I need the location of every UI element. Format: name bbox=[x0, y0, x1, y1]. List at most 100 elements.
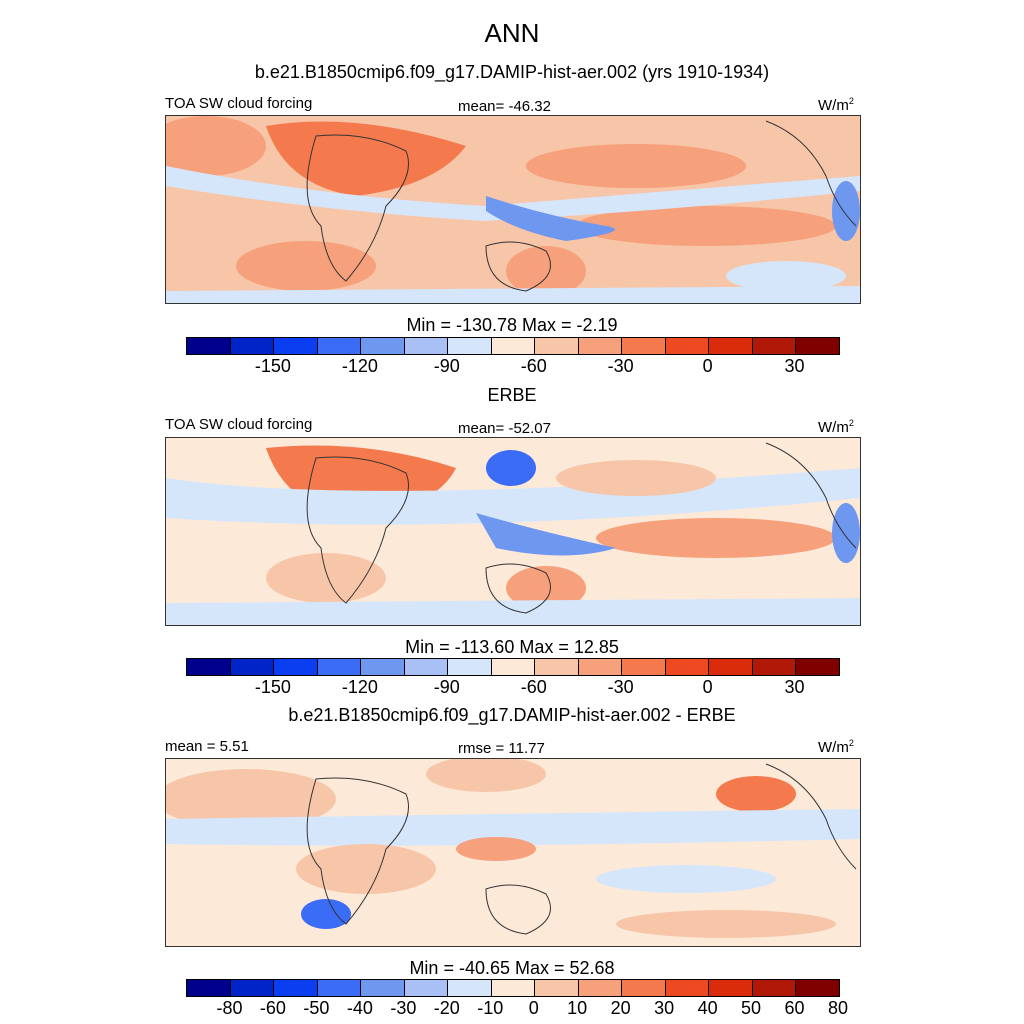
panel2-map bbox=[165, 437, 861, 626]
colorbar-tick-label: -150 bbox=[254, 356, 291, 376]
figure-title: ANN bbox=[484, 18, 540, 48]
colorbar-cell bbox=[491, 659, 536, 675]
colorbar-tick-label: 0 bbox=[528, 998, 539, 1018]
colorbar-cell bbox=[796, 659, 839, 675]
colorbar-tick-label: 0 bbox=[702, 356, 713, 376]
colorbar-cell bbox=[796, 338, 839, 354]
colorbar-cell bbox=[274, 338, 318, 354]
colorbar-cell bbox=[622, 338, 666, 354]
colorbar-cell bbox=[187, 980, 231, 996]
colorbar-tick-label: -30 bbox=[390, 998, 417, 1018]
colorbar-tick-label: 30 bbox=[654, 998, 675, 1018]
panel2-colorbar-ticks: -150 -120 -90 -60 -30 0 30 bbox=[0, 677, 1024, 699]
colorbar-tick-label: 80 bbox=[827, 998, 849, 1018]
colorbar-cell bbox=[187, 659, 231, 675]
colorbar-cell bbox=[317, 659, 362, 675]
panel1-left-label: TOA SW cloud forcing bbox=[165, 95, 313, 112]
panel3-map-field bbox=[166, 759, 860, 946]
colorbar-tick-label: -30 bbox=[607, 677, 634, 697]
panel1-colorbar bbox=[186, 337, 840, 355]
panel2-map-field bbox=[166, 438, 860, 625]
colorbar-cell bbox=[665, 659, 710, 675]
panel1-units: W/m2 bbox=[818, 96, 854, 114]
panel2-units: W/m2 bbox=[818, 418, 854, 436]
colorbar-cell bbox=[665, 338, 710, 354]
colorbar-cell bbox=[491, 980, 536, 996]
colorbar-cell bbox=[622, 659, 666, 675]
colorbar-cell bbox=[752, 659, 797, 675]
colorbar-cell bbox=[578, 659, 623, 675]
panel1-map-field bbox=[166, 116, 860, 303]
colorbar-cell bbox=[187, 338, 231, 354]
panel3-rmse-label: rmse = 11.77 bbox=[458, 740, 545, 757]
colorbar-cell bbox=[317, 980, 362, 996]
colorbar-cell bbox=[317, 338, 362, 354]
colorbar-tick-label: -20 bbox=[433, 998, 460, 1018]
colorbar-tick-label: -60 bbox=[520, 677, 547, 697]
panel2-subtitle: ERBE bbox=[487, 385, 537, 405]
panel2-minmax: Min = -113.60 Max = 12.85 bbox=[405, 637, 619, 657]
colorbar-cell bbox=[361, 659, 405, 675]
colorbar-tick-label: -150 bbox=[254, 677, 291, 697]
colorbar-cell bbox=[274, 659, 318, 675]
colorbar-cell bbox=[448, 659, 492, 675]
colorbar-cell bbox=[361, 338, 405, 354]
panel1-mean-label: mean= -46.32 bbox=[458, 98, 551, 115]
colorbar-cell bbox=[448, 980, 492, 996]
panel3-map bbox=[165, 758, 861, 947]
colorbar-cell bbox=[752, 980, 797, 996]
colorbar-tick-label: 0 bbox=[702, 677, 713, 697]
colorbar-cell bbox=[274, 980, 318, 996]
panel3-units: W/m2 bbox=[818, 738, 854, 756]
panel3-mean-label: mean = 5.51 bbox=[165, 738, 249, 755]
colorbar-cell bbox=[709, 338, 753, 354]
colorbar-cell bbox=[535, 338, 579, 354]
colorbar-cell bbox=[578, 338, 623, 354]
colorbar-tick-label: -60 bbox=[259, 998, 286, 1018]
colorbar-tick-label: -50 bbox=[303, 998, 330, 1018]
colorbar-cell bbox=[535, 659, 579, 675]
colorbar-tick-label: 60 bbox=[784, 998, 805, 1018]
colorbar-tick-label: 10 bbox=[567, 998, 588, 1018]
panel3-colorbar-ticks: -80 -60 -50 -40 -30 -20 -10 0 10 20 30 40 50 60 80 bbox=[0, 998, 1024, 1020]
colorbar-cell bbox=[404, 338, 449, 354]
colorbar-tick-label: 30 bbox=[784, 677, 805, 697]
colorbar-cell bbox=[709, 659, 753, 675]
panel2-mean-label: mean= -52.07 bbox=[458, 420, 551, 437]
colorbar-cell bbox=[796, 980, 839, 996]
colorbar-tick-label: 20 bbox=[610, 998, 631, 1018]
colorbar-cell bbox=[622, 980, 666, 996]
colorbar-tick-label: -30 bbox=[607, 356, 634, 376]
panel3-colorbar bbox=[186, 979, 840, 997]
colorbar-cell bbox=[230, 659, 275, 675]
colorbar-tick-label: 50 bbox=[741, 998, 762, 1018]
colorbar-cell bbox=[535, 980, 579, 996]
colorbar-cell bbox=[752, 338, 797, 354]
colorbar-tick-label: -60 bbox=[520, 356, 547, 376]
panel1-map bbox=[165, 115, 861, 304]
colorbar-tick-label: -80 bbox=[216, 998, 243, 1018]
panel2-left-label: TOA SW cloud forcing bbox=[165, 416, 313, 433]
colorbar-cell bbox=[448, 338, 492, 354]
colorbar-tick-label: -90 bbox=[433, 356, 460, 376]
colorbar-tick-label: -120 bbox=[341, 677, 378, 697]
colorbar-cell bbox=[491, 338, 536, 354]
colorbar-cell bbox=[665, 980, 710, 996]
colorbar-tick-label: 40 bbox=[697, 998, 718, 1018]
colorbar-cell bbox=[404, 980, 449, 996]
colorbar-tick-label: -120 bbox=[341, 356, 378, 376]
panel2-colorbar bbox=[186, 658, 840, 676]
panel1-colorbar-ticks: -150 -120 -90 -60 -30 0 30 bbox=[0, 356, 1024, 378]
panel3-minmax: Min = -40.65 Max = 52.68 bbox=[409, 958, 615, 978]
colorbar-cell bbox=[404, 659, 449, 675]
panel1-minmax: Min = -130.78 Max = -2.19 bbox=[406, 315, 618, 335]
colorbar-cell bbox=[230, 338, 275, 354]
colorbar-tick-label: -40 bbox=[346, 998, 373, 1018]
panel3-subtitle: b.e21.B1850cmip6.f09_g17.DAMIP-hist-aer.… bbox=[288, 705, 736, 725]
colorbar-tick-label: 30 bbox=[784, 356, 805, 376]
colorbar-cell bbox=[361, 980, 405, 996]
colorbar-tick-label: -90 bbox=[433, 677, 460, 697]
colorbar-cell bbox=[578, 980, 623, 996]
colorbar-cell bbox=[230, 980, 275, 996]
colorbar-cell bbox=[709, 980, 753, 996]
